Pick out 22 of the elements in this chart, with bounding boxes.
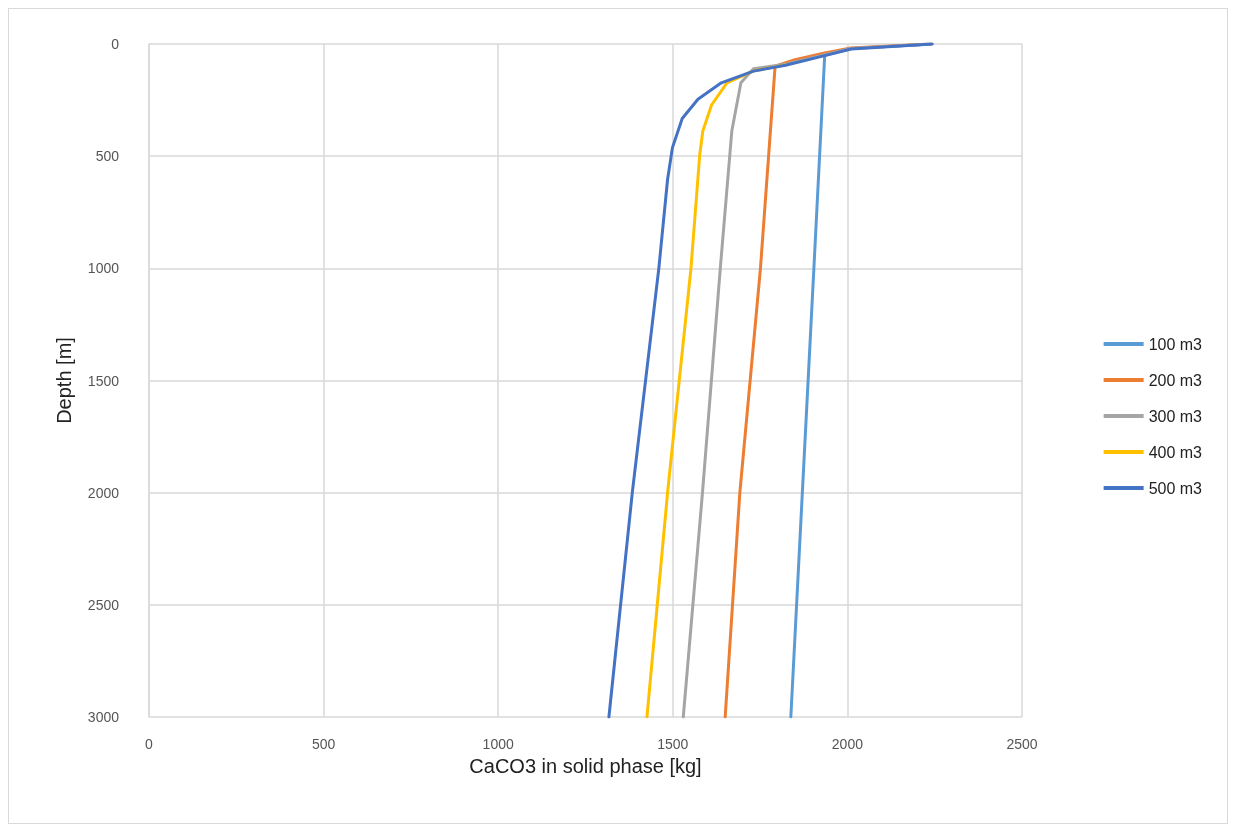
- x-tick-label: 2000: [831, 736, 864, 752]
- legend-label: 500 m3: [1148, 479, 1203, 497]
- x-tick-label: 1500: [657, 736, 689, 752]
- y-tick-label: 0: [111, 36, 120, 52]
- y-tick-label: 1000: [87, 260, 120, 277]
- x-tick-label: 1000: [482, 736, 514, 752]
- x-axis-title: CaCO3 in solid phase [kg]: [469, 754, 702, 777]
- y-tick-label: 500: [95, 148, 120, 165]
- line-series: [645, 63, 788, 719]
- legend-label: 400 m3: [1148, 443, 1203, 461]
- y-tick-label: 3000: [87, 709, 120, 725]
- y-tick-label: 2500: [87, 596, 120, 613]
- x-tick-label: 500: [311, 736, 336, 752]
- y-tick-label: 1500: [87, 372, 120, 389]
- x-tick-label: 2500: [1006, 736, 1038, 752]
- y-axis-title: Depth [m]: [53, 337, 75, 424]
- legend-label: 200 m3: [1148, 371, 1203, 389]
- y-tick-label: 2000: [87, 484, 120, 501]
- x-tick-label: 0: [145, 736, 154, 752]
- line-series: [607, 42, 934, 719]
- legend-label: 100 m3: [1148, 335, 1203, 353]
- legend-label: 300 m3: [1148, 407, 1203, 425]
